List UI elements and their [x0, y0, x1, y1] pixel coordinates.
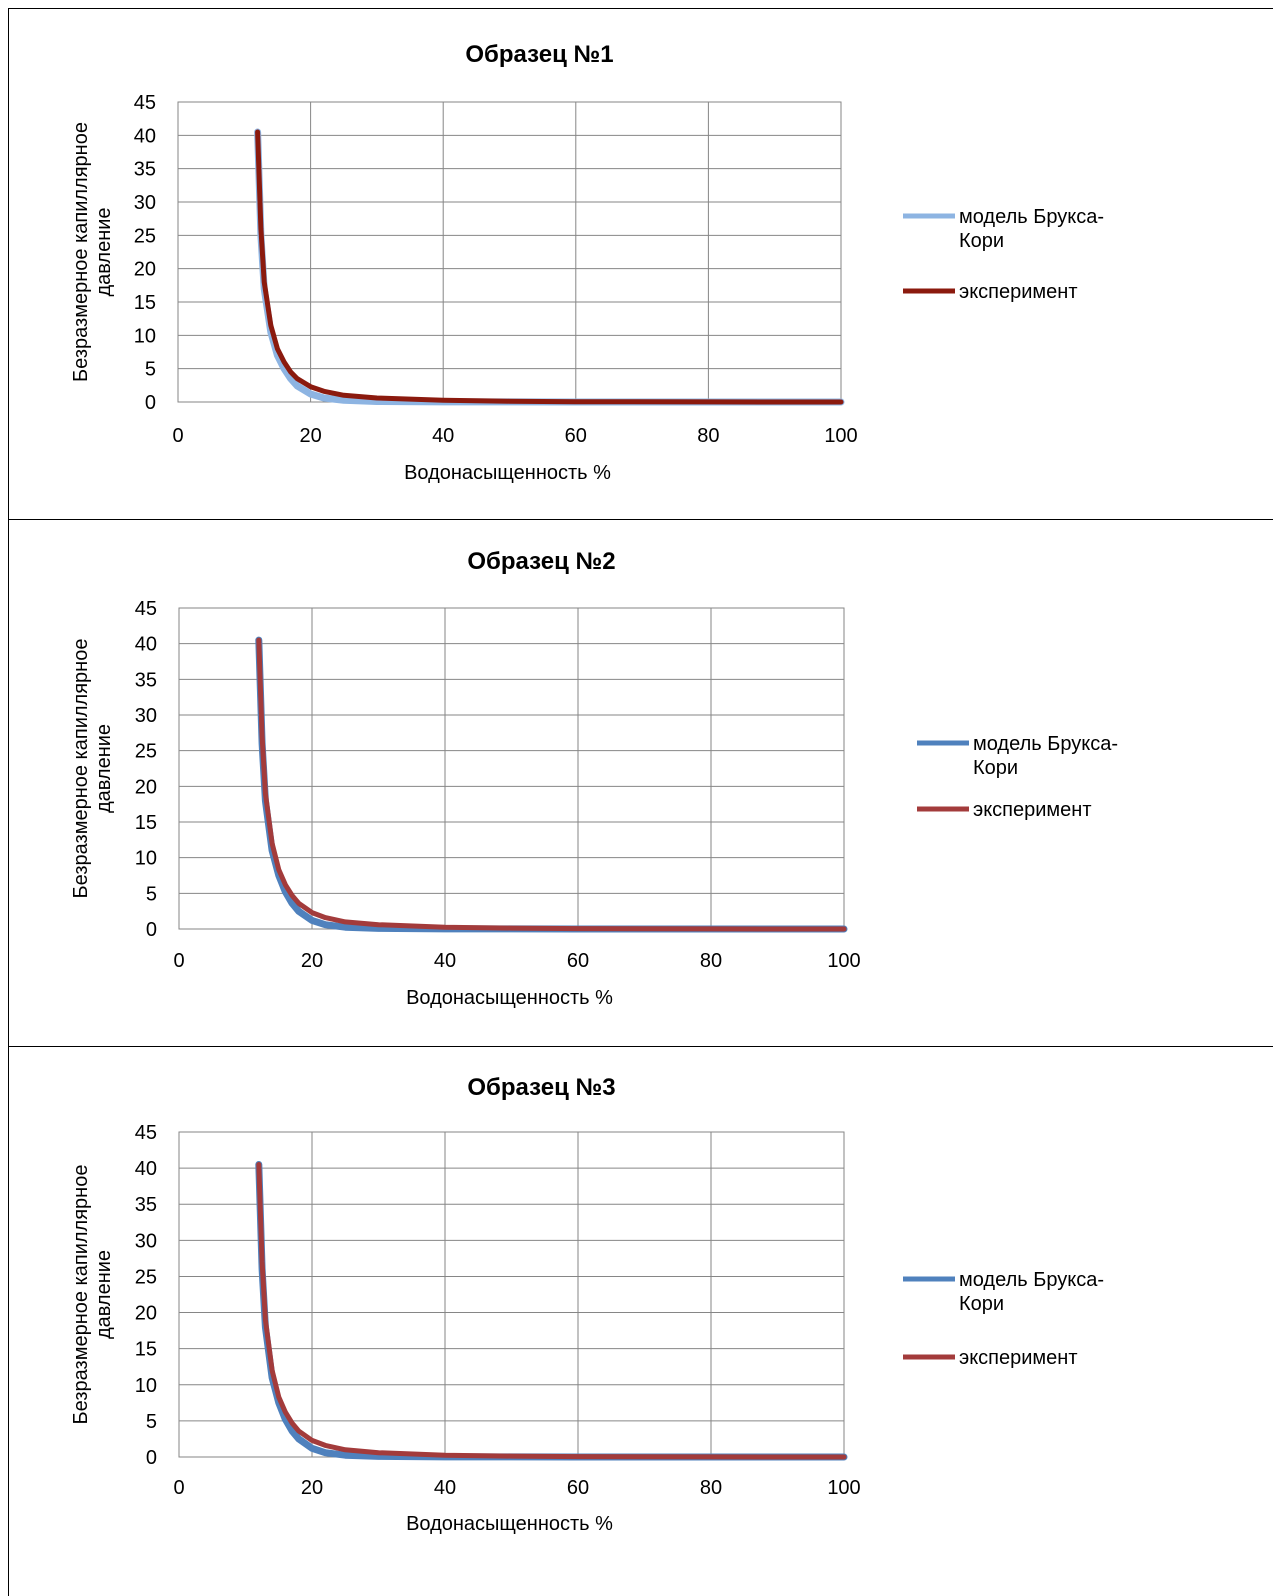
y-axis-label: Безразмерное капиллярноедавление [70, 639, 115, 899]
chart-panel-1: Образец №1 0 5 10 15 20 25 30 35 40 45 0 20 40 60 80 100… [19, 10, 1271, 518]
y-tick-label: 0 [145, 392, 156, 414]
series-line-experiment [256, 637, 847, 932]
legend-label-line: модель Брукса- [959, 206, 1104, 228]
y-tick-label: 35 [135, 1194, 157, 1216]
legend-label-model: модель Брукса-Кори [973, 733, 1118, 779]
x-tick-label: 80 [697, 425, 719, 447]
y-tick-label: 5 [145, 359, 156, 381]
y-tick-label: 20 [134, 259, 156, 281]
y-tick-label: 40 [134, 125, 156, 147]
x-tick-label: 40 [434, 950, 456, 972]
y-tick-label: 15 [135, 812, 157, 834]
y-tick-label: 20 [135, 1303, 157, 1325]
x-tick-label: 100 [824, 425, 857, 447]
y-tick-label: 15 [134, 292, 156, 314]
x-tick-label: 60 [567, 1477, 589, 1499]
legend-label-experiment: эксперимент [959, 281, 1078, 303]
frame-left-line [8, 8, 9, 1596]
chart-1: Образец №1 0 5 10 15 20 25 30 35 40 45 0 20 40 60 80 100… [70, 41, 1104, 484]
legend: модель Брукса-Кори эксперимент [903, 1269, 1104, 1369]
chart-panel-2: Образец №2 0 5 10 15 20 25 30 35 40 45 0 20 40 60 80 100… [19, 521, 1271, 1045]
frame-divider-1 [8, 519, 1273, 520]
y-tick-label: 30 [134, 192, 156, 214]
chart-panel-3: Образец №3 0 5 10 15 20 25 30 35 40 45 0 20 40 60 80 100… [19, 1048, 1271, 1596]
series-line-model [254, 128, 845, 406]
legend-label-line: модель Брукса- [973, 733, 1118, 755]
frame-top-line [8, 8, 1273, 9]
legend-label-experiment: эксперимент [973, 799, 1092, 821]
legend-label-model: модель Брукса-Кори [959, 206, 1104, 252]
y-tick-label: 25 [135, 741, 157, 763]
legend-label-line: Кори [959, 230, 1004, 252]
y-tick-label: 0 [146, 919, 157, 941]
series-line-experiment [256, 1162, 847, 1460]
y-axis-label-line: давление [93, 1250, 115, 1339]
y-tick-label: 10 [135, 848, 157, 870]
x-tick-label: 20 [301, 950, 323, 972]
y-tick-label: 20 [135, 776, 157, 798]
y-tick-label: 15 [135, 1339, 157, 1361]
chart-3: Образец №3 0 5 10 15 20 25 30 35 40 45 0 20 40 60 80 100… [70, 1074, 1104, 1535]
x-axis-label: Водонасыщенность % [404, 462, 611, 484]
x-tick-label: 60 [565, 425, 587, 447]
chart-title: Образец №1 [465, 41, 613, 68]
series-line-experiment [255, 129, 844, 405]
series-line-model [255, 636, 848, 933]
y-axis-label-line: давление [93, 207, 115, 296]
legend: модель Брукса-Кори эксперимент [917, 733, 1118, 821]
y-tick-label: 45 [135, 598, 157, 620]
y-tick-label: 5 [146, 883, 157, 905]
x-axis-label: Водонасыщенность % [406, 987, 613, 1009]
chart-title: Образец №3 [467, 1074, 615, 1101]
y-tick-label: 35 [135, 669, 157, 691]
y-tick-label: 45 [135, 1122, 157, 1144]
legend-label-line: Кори [959, 1293, 1004, 1315]
y-tick-label: 25 [134, 225, 156, 247]
frame-divider-2 [8, 1046, 1273, 1047]
y-axis-label-line: Безразмерное капиллярное [70, 1165, 92, 1425]
legend-label-experiment: эксперимент [959, 1347, 1078, 1369]
y-tick-label: 30 [135, 705, 157, 727]
y-axis-label-line: Безразмерное капиллярное [70, 639, 92, 899]
series-line-model [255, 1161, 848, 1461]
y-tick-label: 35 [134, 159, 156, 181]
x-tick-label: 100 [827, 950, 860, 972]
y-tick-label: 45 [134, 92, 156, 114]
x-tick-label: 40 [434, 1477, 456, 1499]
legend-label-line: Кори [973, 757, 1018, 779]
y-tick-label: 0 [146, 1447, 157, 1469]
legend-label-line: модель Брукса- [959, 1269, 1104, 1291]
y-axis-label-line: давление [93, 724, 115, 813]
y-axis-label: Безразмерное капиллярноедавление [70, 122, 115, 382]
y-tick-label: 30 [135, 1230, 157, 1252]
x-tick-label: 60 [567, 950, 589, 972]
y-tick-label: 5 [146, 1411, 157, 1433]
legend-label-model: модель Брукса-Кори [959, 1269, 1104, 1315]
y-tick-label: 40 [135, 634, 157, 656]
x-tick-label: 0 [173, 950, 184, 972]
x-tick-label: 80 [700, 1477, 722, 1499]
y-tick-label: 10 [134, 325, 156, 347]
x-tick-label: 100 [827, 1477, 860, 1499]
chart-title: Образец №2 [467, 548, 615, 575]
legend: модель Брукса-Кори эксперимент [903, 206, 1104, 303]
x-tick-label: 0 [173, 1477, 184, 1499]
x-axis-label: Водонасыщенность % [406, 1513, 613, 1535]
x-tick-label: 20 [301, 1477, 323, 1499]
x-tick-label: 80 [700, 950, 722, 972]
y-tick-label: 25 [135, 1266, 157, 1288]
chart-2: Образец №2 0 5 10 15 20 25 30 35 40 45 0 20 40 60 80 100… [70, 548, 1118, 1009]
y-tick-label: 40 [135, 1158, 157, 1180]
x-tick-label: 20 [299, 425, 321, 447]
y-tick-label: 10 [135, 1375, 157, 1397]
y-axis-label-line: Безразмерное капиллярное [70, 122, 92, 382]
y-axis-label: Безразмерное капиллярноедавление [70, 1165, 115, 1425]
x-tick-label: 0 [172, 425, 183, 447]
x-tick-label: 40 [432, 425, 454, 447]
